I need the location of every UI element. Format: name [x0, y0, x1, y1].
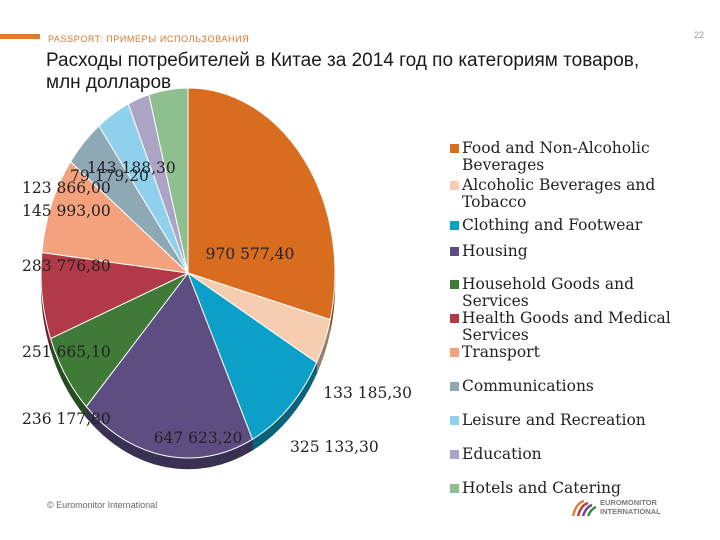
legend-swatch [450, 221, 459, 230]
header-accent-bar [0, 34, 40, 39]
logo-line-1: EUROMONITOR [600, 498, 657, 507]
pie-data-label: 145 993,00 [22, 202, 111, 220]
legend-label: Household Goods and Services [462, 275, 635, 310]
logo-mark-icon [572, 500, 597, 516]
copyright-footer: © Euromonitor International [47, 500, 158, 510]
legend-swatch [450, 181, 459, 190]
logo-line-2: INTERNATIONAL [600, 506, 661, 516]
legend-label: Health Goods and Medical Services [462, 309, 671, 344]
legend-swatch [450, 247, 459, 256]
section-label: PASSPORT: ПРИМЕРЫ ИСПОЛЬЗОВАНИЯ [48, 34, 250, 44]
legend-swatch [450, 314, 459, 323]
euromonitor-logo: EUROMONITOR INTERNATIONAL [572, 498, 676, 518]
pie-data-label: 251 665,10 [22, 343, 111, 361]
legend-label: Housing [462, 242, 528, 260]
legend-label: Education [462, 445, 542, 463]
pie-data-label: 143 188,30 [87, 159, 176, 177]
pie-slice [41, 160, 190, 274]
legend-label: Communications [462, 377, 594, 395]
pie-slice [148, 87, 189, 274]
pie-data-label: 79 179,20 [70, 167, 149, 185]
legend-swatch [450, 348, 459, 357]
legend-label: Transport [462, 343, 540, 361]
pie-slice [85, 271, 254, 459]
legend-swatch [450, 144, 459, 153]
page-number: 22 [693, 30, 704, 40]
pie-data-label: 325 133,30 [290, 438, 379, 456]
legend-swatch [450, 416, 459, 425]
legend-swatch [450, 450, 459, 459]
legend-swatch [450, 280, 459, 289]
pie-slice [187, 87, 336, 321]
pie-data-label: 970 577,40 [206, 245, 295, 263]
pie-data-label: 123 866,00 [22, 179, 111, 197]
legend-label: Food and Non-Alcoholic Beverages [462, 139, 650, 174]
pie-data-labels: 970 577,40 133 185,30 325 133,30 647 623,20… [22, 159, 412, 456]
legend-label: Clothing and Footwear [462, 216, 643, 234]
pie-data-label: 647 623,20 [154, 429, 243, 447]
pie-data-label: 133 185,30 [323, 384, 412, 402]
pie-data-label: 236 177,80 [22, 410, 111, 428]
slide-title: Расходы потребителей в Китае за 2014 год… [46, 50, 640, 93]
pie-slices [40, 87, 336, 459]
legend-label: Alcoholic Beverages and Tobacco [462, 176, 656, 211]
legend-label: Leisure and Recreation [462, 411, 646, 429]
pie-slice [186, 271, 318, 441]
legend-swatch [450, 484, 459, 493]
legend-swatch [450, 382, 459, 391]
legend-label: Hotels and Catering [462, 479, 621, 497]
pie-data-label: 283 776,80 [22, 257, 111, 275]
